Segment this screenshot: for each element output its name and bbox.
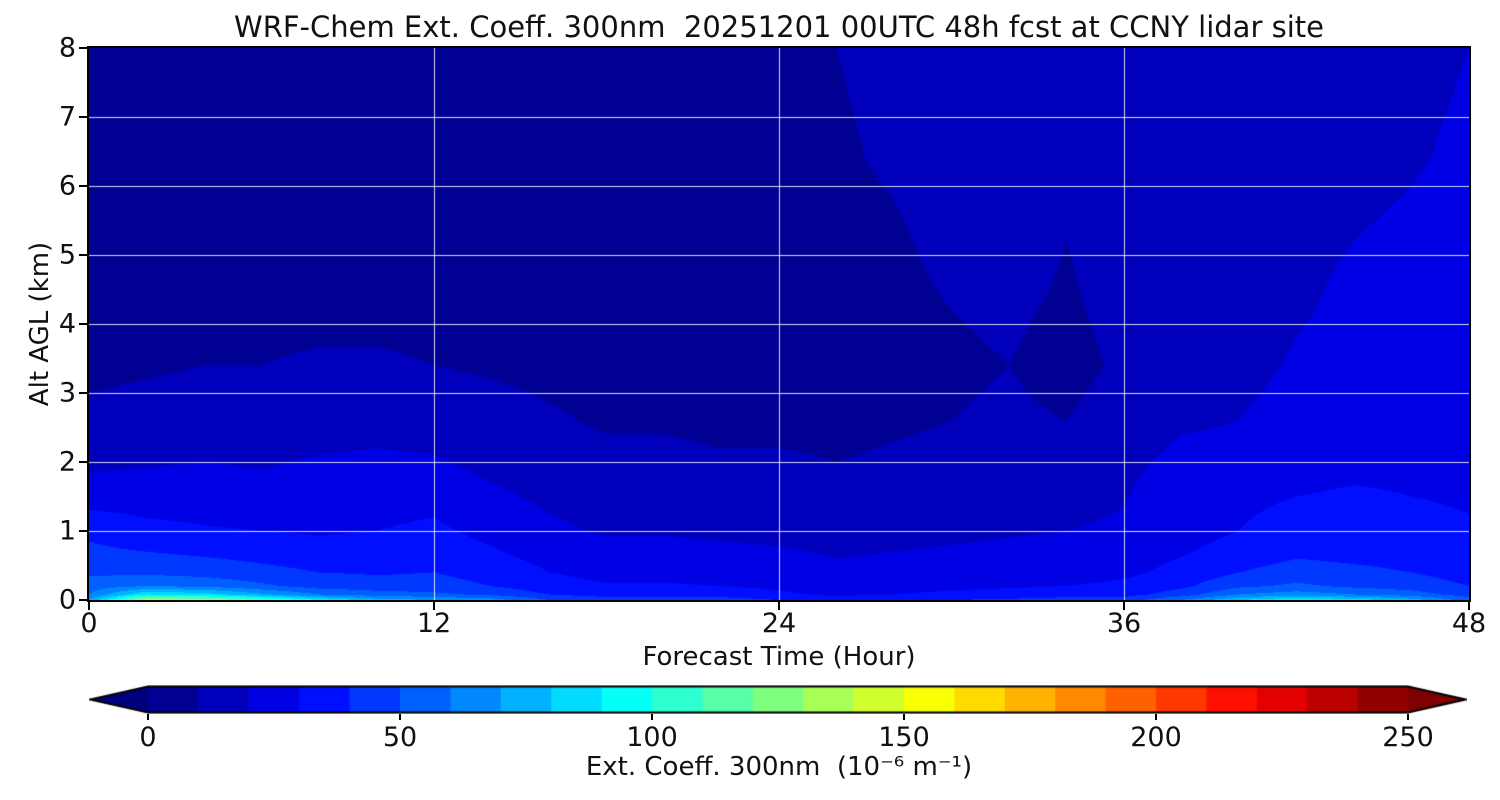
y-tick-label: 2 bbox=[58, 446, 76, 478]
y-tick-mark bbox=[79, 254, 87, 256]
colorbar-canvas bbox=[89, 685, 1467, 714]
x-tick-mark bbox=[1468, 602, 1470, 610]
y-tick-mark bbox=[79, 599, 87, 601]
x-tick-label: 12 bbox=[416, 608, 452, 639]
y-tick-mark bbox=[79, 392, 87, 394]
y-tick-label: 1 bbox=[58, 515, 76, 547]
colorbar-tick-label: 0 bbox=[139, 722, 157, 753]
y-tick-mark bbox=[79, 530, 87, 532]
y-tick-label: 5 bbox=[58, 239, 76, 271]
x-axis-label: Forecast Time (Hour) bbox=[642, 642, 916, 672]
y-tick-mark bbox=[79, 47, 87, 49]
colorbar-tick-label: 200 bbox=[1130, 722, 1182, 753]
y-tick-label: 3 bbox=[58, 377, 76, 409]
y-tick-mark bbox=[79, 116, 87, 118]
y-tick-mark bbox=[79, 461, 87, 463]
colorbar-tick-label: 150 bbox=[878, 722, 930, 753]
heatmap-canvas bbox=[89, 48, 1469, 600]
x-tick-mark bbox=[778, 602, 780, 610]
colorbar-tick-mark bbox=[651, 714, 653, 720]
x-tick-mark bbox=[1123, 602, 1125, 610]
colorbar-tick-mark bbox=[1407, 714, 1409, 720]
colorbar-tick-label: 100 bbox=[626, 722, 678, 753]
colorbar-tick-mark bbox=[399, 714, 401, 720]
y-tick-mark bbox=[79, 185, 87, 187]
y-axis-label: Alt AGL (km) bbox=[25, 241, 55, 407]
colorbar-tick-mark bbox=[903, 714, 905, 720]
x-tick-label: 0 bbox=[80, 608, 98, 639]
colorbar-tick-mark bbox=[1155, 714, 1157, 720]
colorbar-tick-label: 250 bbox=[1382, 722, 1434, 753]
colorbar-tick-label: 50 bbox=[382, 722, 418, 753]
plot-frame bbox=[87, 46, 1471, 602]
x-tick-mark bbox=[433, 602, 435, 610]
x-tick-label: 36 bbox=[1106, 608, 1142, 639]
y-tick-label: 6 bbox=[58, 170, 76, 202]
chart-title: WRF-Chem Ext. Coeff. 300nm 20251201 00UT… bbox=[234, 10, 1324, 44]
x-tick-label: 24 bbox=[761, 608, 797, 639]
y-tick-label: 4 bbox=[58, 308, 76, 340]
colorbar-tick-mark bbox=[147, 714, 149, 720]
x-tick-label: 48 bbox=[1451, 608, 1487, 639]
y-tick-label: 7 bbox=[58, 101, 76, 133]
colorbar-label: Ext. Coeff. 300nm (10⁻⁶ m⁻¹) bbox=[585, 752, 973, 782]
y-tick-label: 0 bbox=[58, 584, 76, 616]
x-tick-mark bbox=[88, 602, 90, 610]
y-tick-label: 8 bbox=[58, 32, 76, 64]
y-tick-mark bbox=[79, 323, 87, 325]
